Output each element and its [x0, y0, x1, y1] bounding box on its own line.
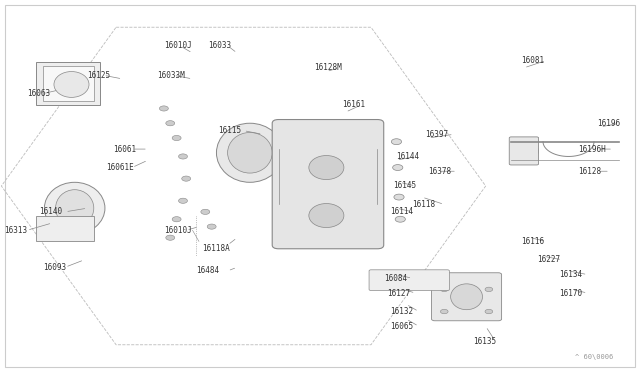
Text: 16140: 16140	[40, 207, 63, 217]
Circle shape	[172, 135, 181, 141]
Ellipse shape	[522, 142, 538, 160]
Ellipse shape	[216, 123, 284, 182]
Text: 16033: 16033	[209, 41, 232, 50]
Text: 16128: 16128	[578, 167, 601, 176]
Circle shape	[159, 106, 168, 111]
Text: 16114: 16114	[390, 207, 413, 217]
Circle shape	[394, 194, 404, 200]
Text: 16115: 16115	[218, 126, 241, 135]
Text: 16134: 16134	[559, 270, 582, 279]
Text: 16170: 16170	[559, 289, 582, 298]
Text: 16135: 16135	[473, 337, 496, 346]
Circle shape	[395, 216, 405, 222]
Circle shape	[440, 287, 448, 292]
Bar	[43, 66, 94, 101]
Ellipse shape	[56, 190, 94, 227]
Text: 16144: 16144	[396, 152, 420, 161]
Text: 16313: 16313	[4, 226, 28, 235]
FancyBboxPatch shape	[272, 119, 384, 249]
Ellipse shape	[228, 132, 272, 173]
Text: 16063: 16063	[27, 89, 50, 98]
Text: 16227: 16227	[537, 255, 560, 264]
Text: 16484: 16484	[196, 266, 219, 275]
Text: 16118: 16118	[412, 200, 436, 209]
Text: 16132: 16132	[390, 307, 413, 316]
FancyBboxPatch shape	[509, 137, 539, 165]
Text: 16118A: 16118A	[202, 244, 230, 253]
Text: 16116: 16116	[521, 237, 544, 246]
Circle shape	[179, 154, 188, 159]
Circle shape	[207, 224, 216, 229]
Ellipse shape	[309, 203, 344, 228]
Circle shape	[166, 121, 175, 126]
Text: 16161: 16161	[342, 100, 365, 109]
Ellipse shape	[451, 284, 483, 310]
Text: 16065: 16065	[390, 322, 413, 331]
Text: 16010J: 16010J	[164, 226, 191, 235]
Bar	[36, 62, 100, 105]
Text: 16125: 16125	[88, 71, 111, 80]
Text: 16061: 16061	[113, 145, 136, 154]
Circle shape	[392, 139, 401, 145]
Circle shape	[440, 310, 448, 314]
Ellipse shape	[54, 71, 89, 97]
Text: 16145: 16145	[394, 182, 417, 190]
Circle shape	[485, 287, 493, 292]
Text: 16196: 16196	[597, 119, 620, 128]
Text: ^ 60\0006: ^ 60\0006	[575, 353, 613, 359]
FancyBboxPatch shape	[369, 270, 449, 291]
FancyBboxPatch shape	[431, 273, 502, 321]
Circle shape	[179, 198, 188, 203]
Circle shape	[201, 209, 210, 214]
Circle shape	[166, 235, 175, 240]
Ellipse shape	[309, 155, 344, 180]
Text: 16061E: 16061E	[106, 163, 134, 172]
Text: 16397: 16397	[425, 130, 448, 139]
Text: 16128M: 16128M	[314, 63, 341, 72]
Text: 16196H: 16196H	[578, 145, 606, 154]
Bar	[36, 215, 94, 241]
Circle shape	[172, 217, 181, 222]
Text: 16127: 16127	[387, 289, 410, 298]
Text: 16033M: 16033M	[157, 71, 185, 80]
Text: 16010J: 16010J	[164, 41, 191, 50]
Text: 16081: 16081	[521, 56, 544, 65]
Ellipse shape	[44, 182, 105, 234]
Text: 16378: 16378	[428, 167, 451, 176]
Text: 16093: 16093	[43, 263, 66, 272]
Circle shape	[485, 310, 493, 314]
Text: 16084: 16084	[384, 274, 407, 283]
Circle shape	[182, 176, 191, 181]
Circle shape	[393, 164, 403, 170]
